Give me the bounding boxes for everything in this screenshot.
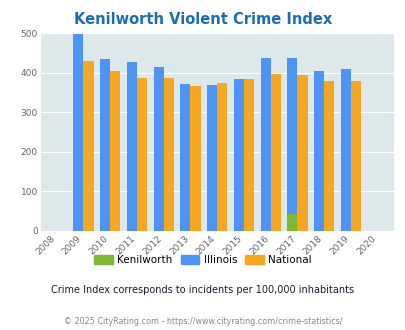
Bar — [243, 79, 254, 231]
Bar — [73, 34, 83, 231]
Bar — [324, 81, 334, 231]
Bar — [313, 71, 324, 231]
Text: © 2025 CityRating.com - https://www.cityrating.com/crime-statistics/: © 2025 CityRating.com - https://www.city… — [64, 317, 341, 326]
Legend: Kenilworth, Illinois, National: Kenilworth, Illinois, National — [90, 251, 315, 269]
Bar — [100, 59, 110, 231]
Bar — [83, 61, 94, 231]
Bar — [287, 58, 297, 231]
Bar — [217, 82, 227, 231]
Bar — [153, 67, 163, 231]
Bar — [260, 57, 270, 231]
Bar — [350, 81, 360, 231]
Bar — [110, 71, 120, 231]
Bar — [126, 61, 136, 231]
Bar — [233, 79, 243, 231]
Bar — [163, 78, 173, 231]
Bar — [340, 69, 350, 231]
Text: Crime Index corresponds to incidents per 100,000 inhabitants: Crime Index corresponds to incidents per… — [51, 285, 354, 295]
Bar — [136, 78, 147, 231]
Bar — [270, 74, 280, 231]
Bar — [287, 214, 297, 231]
Bar — [297, 75, 307, 231]
Bar — [190, 86, 200, 231]
Bar — [180, 84, 190, 231]
Text: Kenilworth Violent Crime Index: Kenilworth Violent Crime Index — [74, 12, 331, 26]
Bar — [207, 85, 217, 231]
